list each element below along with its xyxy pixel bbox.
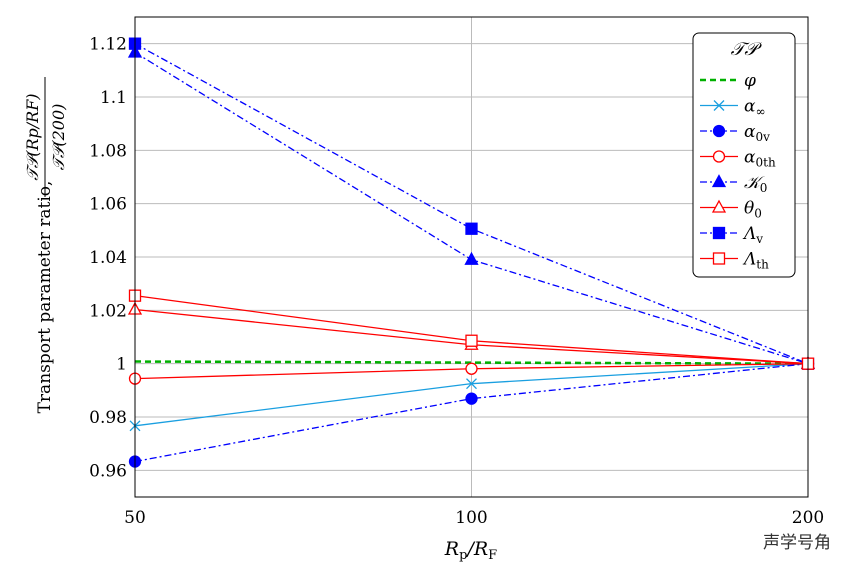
legend-label: θ0 xyxy=(744,199,762,221)
y-label-denominator: 𝒯𝒫(200) xyxy=(49,104,68,171)
data-point xyxy=(465,392,478,405)
legend-entry: Λv xyxy=(700,224,763,246)
data-point xyxy=(465,222,478,235)
series-group xyxy=(127,37,816,468)
legend-marker xyxy=(713,100,725,111)
legend-marker xyxy=(711,199,727,213)
watermark: 声学号角 xyxy=(763,533,831,553)
y-label-numerator: 𝒯𝒫(Rp/RF) xyxy=(23,93,42,180)
data-point xyxy=(465,334,478,347)
y-tick-label: 1.08 xyxy=(89,141,127,161)
series-0 xyxy=(134,360,809,365)
legend-label: 𝒦0 xyxy=(744,173,767,195)
y-label-text: Transport parameter ratio, xyxy=(35,181,55,414)
y-axis-label: Transport parameter ratio, 𝒯𝒫(Rp/RF) 𝒯𝒫(… xyxy=(23,77,68,413)
y-tick-label: 1.06 xyxy=(89,195,127,215)
legend-entry: Λth xyxy=(700,250,769,272)
legend-entry: θ0 xyxy=(700,199,762,221)
series-line xyxy=(134,360,809,365)
y-tick-label: 1.1 xyxy=(100,88,127,108)
series-line xyxy=(134,43,809,365)
legend-label: α∞ xyxy=(744,97,765,119)
tick-labels: 0.96 0.98 1 1.02 1.04 1.06 1.08 1.1 1.12 50 100 200 xyxy=(89,35,824,528)
x-axis-label: Rp/RF xyxy=(444,538,497,563)
legend-entry: 𝒦0 xyxy=(700,173,767,195)
y-tick-label: 1 xyxy=(116,355,127,375)
legend-entry: α0th xyxy=(700,148,776,170)
data-point xyxy=(465,362,478,375)
legend-marker xyxy=(712,150,726,163)
x-tick-label: 100 xyxy=(455,508,487,528)
y-tick-label: 1.12 xyxy=(89,35,127,55)
y-tick-label: 0.96 xyxy=(89,461,127,481)
legend-label: α0v xyxy=(744,122,770,144)
legend-label: φ xyxy=(744,71,756,91)
legend-marker xyxy=(712,252,726,265)
y-tick-label: 1.02 xyxy=(89,301,127,321)
legend-label: Λv xyxy=(742,224,763,246)
x-tick-label: 200 xyxy=(792,508,824,528)
legend-entry: α∞ xyxy=(700,97,765,119)
legend-marker xyxy=(712,226,726,240)
legend-label: Λth xyxy=(742,250,769,272)
plot-frame xyxy=(134,16,809,498)
y-tick-label: 0.98 xyxy=(89,408,127,428)
legend-label: α0th xyxy=(744,148,776,170)
data-point xyxy=(466,378,477,390)
legend-entry: φ xyxy=(700,71,756,91)
legend-title: 𝒯𝒫 xyxy=(731,39,763,60)
legend-marker xyxy=(712,124,726,138)
data-point xyxy=(464,251,479,265)
legend: 𝒯𝒫 φ α∞ α0v α0th 𝒦0 θ0 Λv Λth xyxy=(692,32,796,278)
legend-marker xyxy=(711,174,727,188)
y-tick-label: 1.04 xyxy=(89,248,127,268)
legend-entry: α0v xyxy=(700,122,770,144)
x-tick-label: 50 xyxy=(124,508,146,528)
